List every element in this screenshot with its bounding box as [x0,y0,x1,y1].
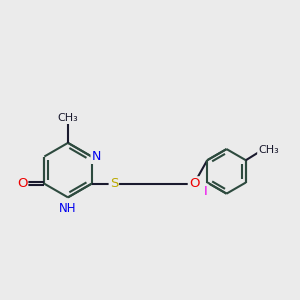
Text: CH₃: CH₃ [258,145,279,155]
Text: O: O [17,177,27,190]
Text: CH₃: CH₃ [58,113,78,123]
Text: NH: NH [59,202,77,215]
Text: S: S [110,177,118,190]
Text: O: O [189,177,199,190]
Text: N: N [92,150,101,163]
Text: I: I [204,185,208,198]
